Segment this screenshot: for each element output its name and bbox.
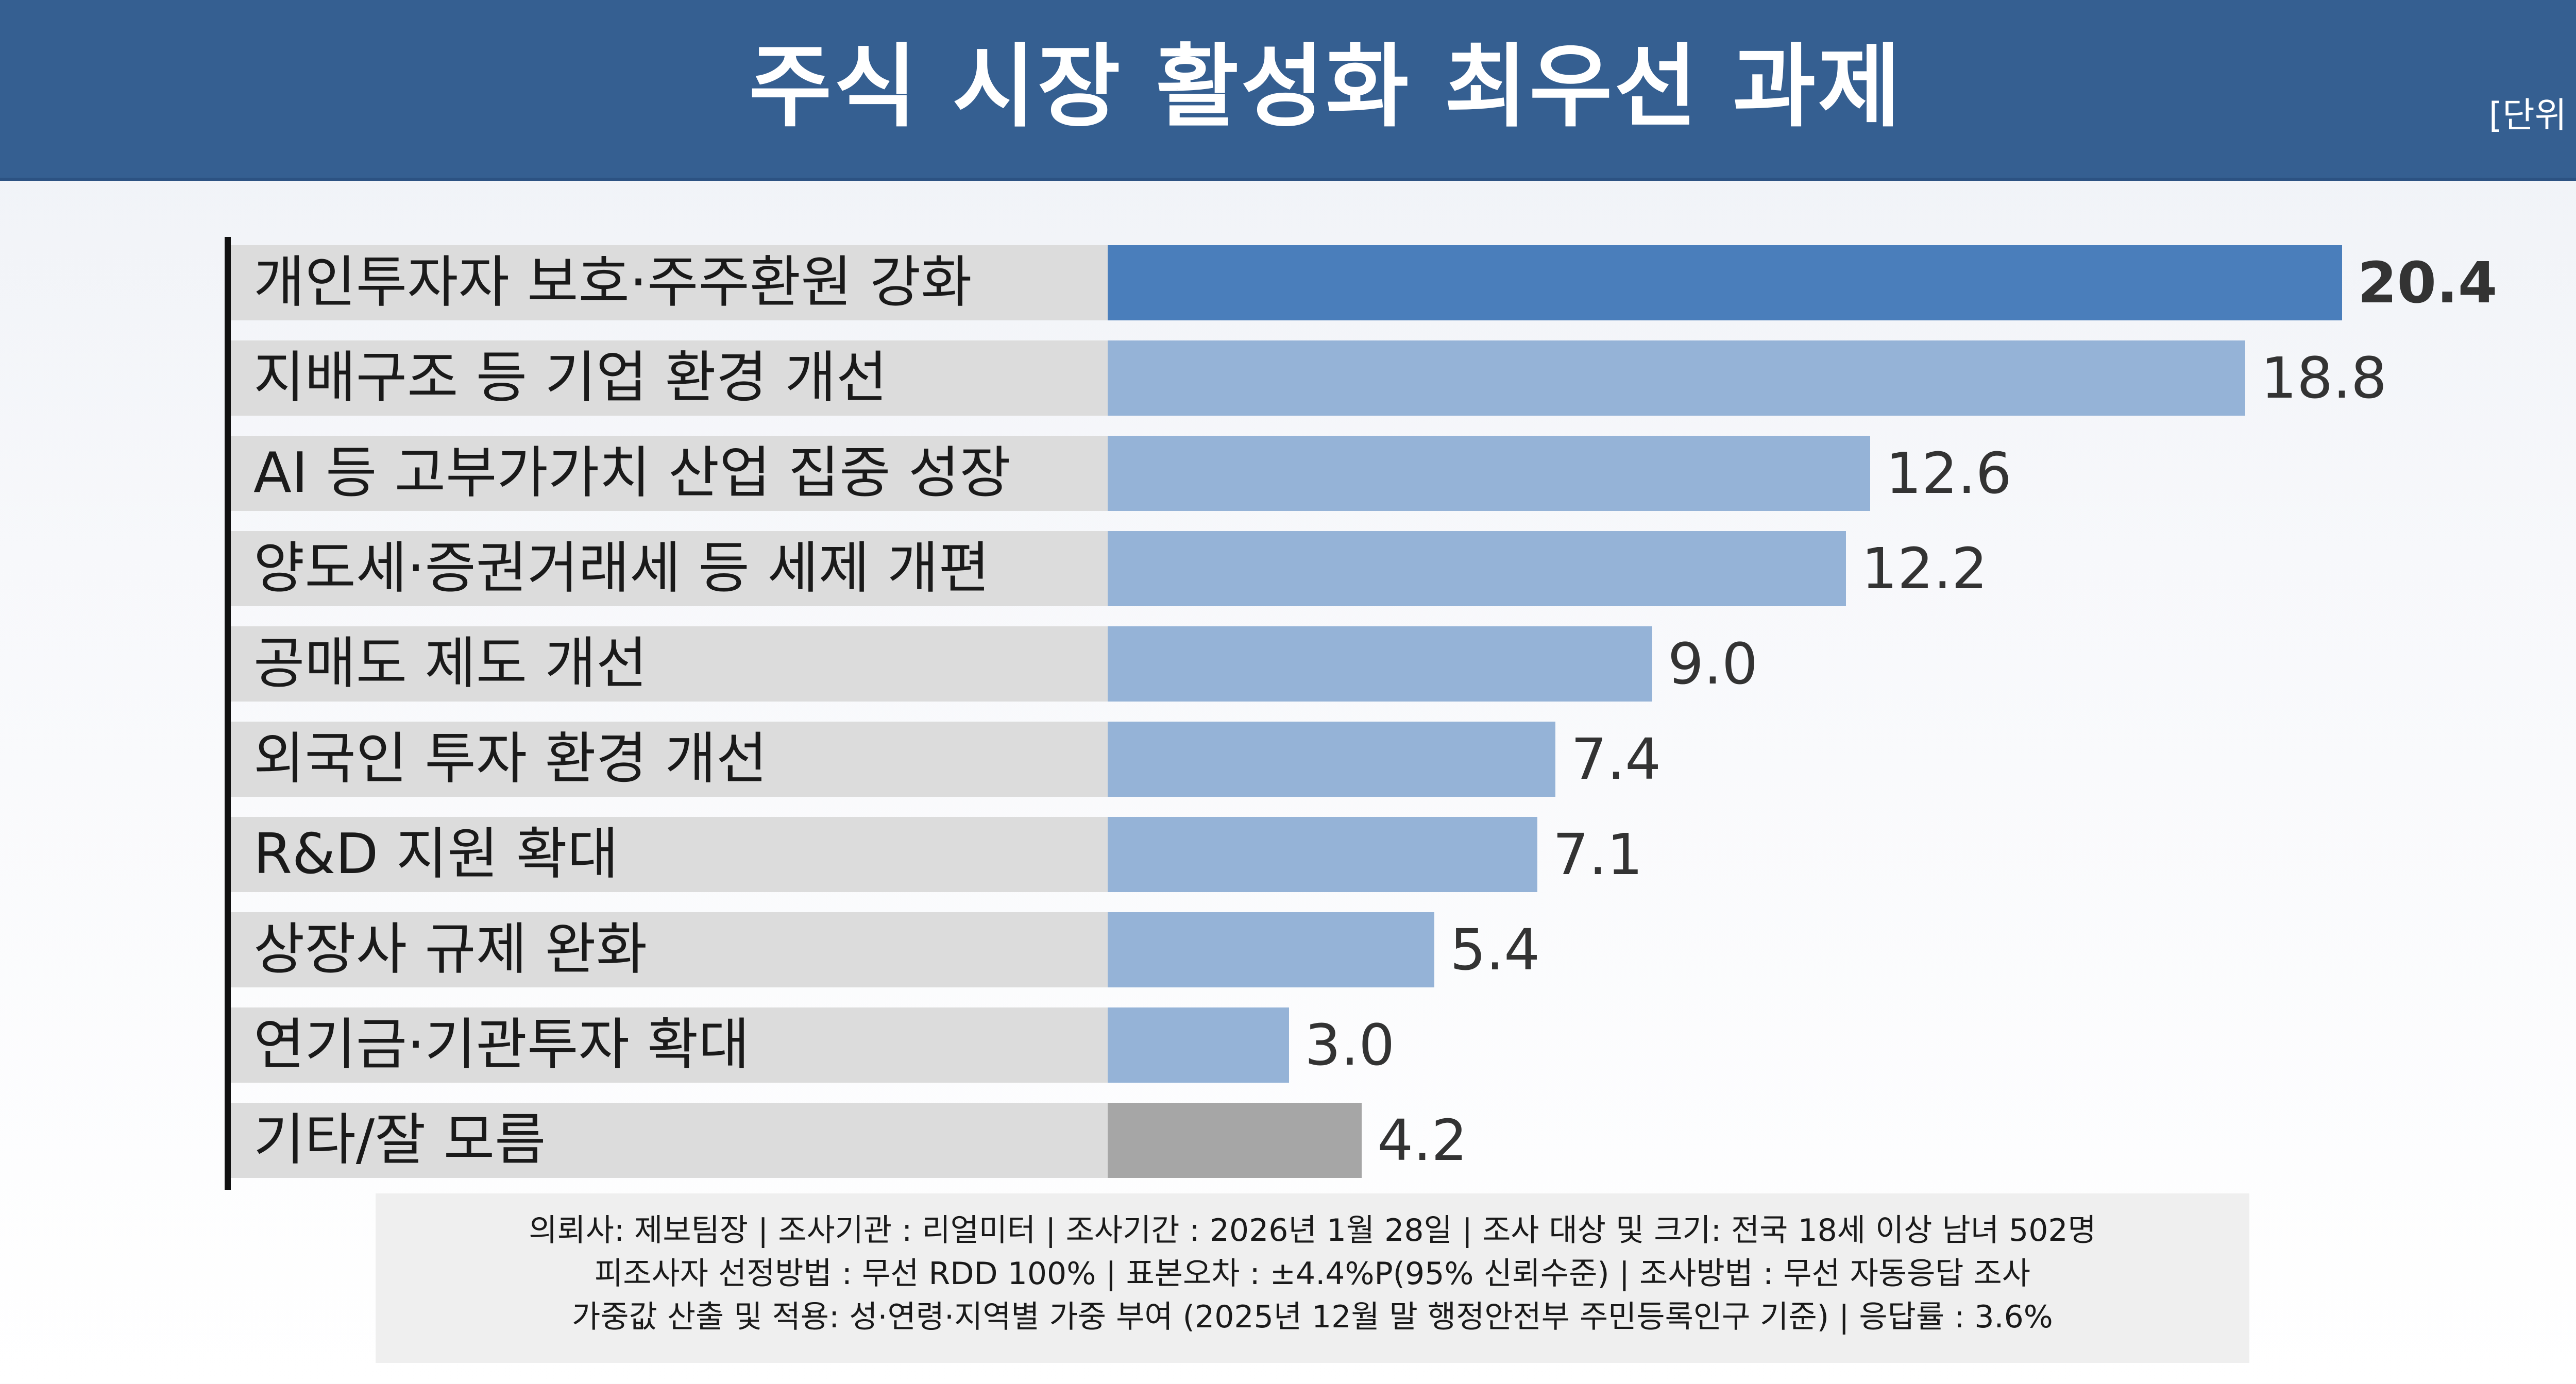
footer-line: 가중값 산출 및 적용: 성·연령·지역별 가중 부여 (2025년 12월 말… — [572, 1299, 2053, 1335]
unit-label: [단위 %] — [2488, 95, 2576, 136]
label-band — [231, 1007, 1108, 1083]
value-label: 7.4 — [1571, 726, 1662, 792]
category-label: 외국인 투자 환경 개선 — [253, 727, 768, 791]
survey-info-box: 의뢰사: 제보팀장 | 조사기관 : 리얼미터 | 조사기간 : 2026년 1… — [376, 1193, 2249, 1363]
bar — [1108, 722, 1556, 797]
bar — [1108, 436, 1870, 511]
value-label: 18.8 — [2261, 345, 2387, 411]
value-label: 12.2 — [1861, 536, 1988, 602]
value-label: 4.2 — [1377, 1107, 1468, 1173]
category-label: 개인투자자 보호·주주환원 강화 — [253, 250, 972, 315]
label-band — [231, 340, 1108, 416]
label-band — [231, 1103, 1108, 1178]
label-band — [231, 531, 1108, 606]
category-label: 연기금·기관투자 확대 — [253, 1013, 750, 1077]
chart-title: 주식 시장 활성화 최우선 과제 — [749, 35, 1903, 140]
bar — [1108, 340, 2246, 416]
bar — [1108, 1007, 1290, 1083]
value-label: 5.4 — [1450, 917, 1540, 983]
value-label: 3.0 — [1304, 1012, 1395, 1078]
label-band — [231, 436, 1108, 511]
value-label: 9.0 — [1668, 631, 1758, 697]
footer-line: 피조사자 선정방법 : 무선 RDD 100% | 표본오차 : ±4.4%P(… — [595, 1256, 2030, 1292]
bar — [1108, 1103, 1362, 1178]
y-axis-line — [225, 237, 231, 1190]
label-band — [231, 722, 1108, 797]
bar — [1108, 912, 1435, 987]
label-band — [231, 626, 1108, 702]
category-label: R&D 지원 확대 — [253, 822, 619, 886]
value-label: 7.1 — [1552, 822, 1643, 887]
bar — [1108, 817, 1537, 892]
bar — [1108, 626, 1653, 702]
label-band — [231, 245, 1108, 320]
category-label: AI 등 고부가가치 산업 집중 성장 — [253, 441, 1011, 505]
value-label: 20.4 — [2358, 250, 2498, 316]
value-label: 12.6 — [1885, 440, 2012, 506]
category-label: 공매도 제도 개선 — [253, 631, 648, 696]
header-banner: 주식 시장 활성화 최우선 과제 [단위 %] — [0, 0, 2576, 181]
bar — [1108, 531, 1846, 606]
category-label: 양도세·증권거래세 등 세제 개편 — [253, 536, 990, 601]
bar — [1108, 245, 2342, 320]
category-label: 기타/잘 모름 — [253, 1108, 546, 1172]
footer-line: 의뢰사: 제보팀장 | 조사기관 : 리얼미터 | 조사기간 : 2026년 1… — [529, 1212, 2096, 1249]
category-label: 지배구조 등 기업 환경 개선 — [253, 346, 888, 410]
label-band — [231, 817, 1108, 892]
label-band — [231, 912, 1108, 987]
category-label: 상장사 규제 완화 — [253, 917, 648, 982]
